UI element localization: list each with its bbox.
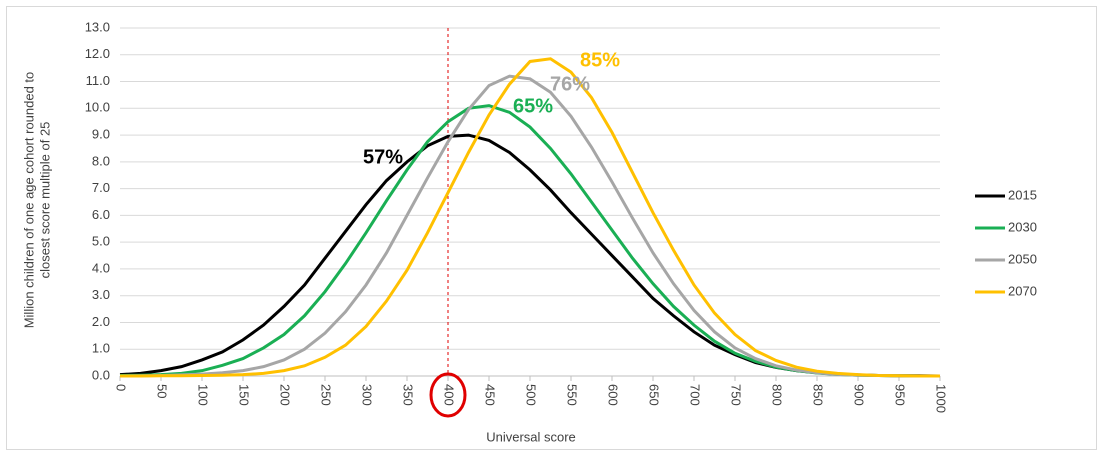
y-tick-label: 10.0: [85, 100, 110, 115]
x-tick-label: 500: [524, 384, 539, 406]
x-tick-label: 800: [770, 384, 785, 406]
x-tick-label: 0: [114, 384, 129, 391]
line-series: [120, 57, 940, 378]
x-tick-label: 50: [155, 384, 170, 398]
y-tick-label: 8.0: [92, 153, 110, 168]
y-tick-label: 0.0: [92, 367, 110, 382]
line-series: [119, 104, 940, 378]
y-tick-label: 5.0: [92, 234, 110, 249]
x-tick-label: 600: [606, 384, 621, 406]
x-tick-label: 100: [196, 384, 211, 406]
x-tick-label: 650: [647, 384, 662, 406]
legend-label: 2070: [1008, 283, 1037, 298]
y-tick-label: 2.0: [92, 314, 110, 329]
y-tick-label: 9.0: [92, 127, 110, 142]
x-tick-label: 350: [401, 384, 416, 406]
x-tick-label: 400: [442, 384, 457, 406]
chart-border: [6, 6, 1097, 450]
legend-label: 2015: [1008, 187, 1037, 202]
x-tick-label: 850: [811, 384, 826, 406]
y-tick-label: 6.0: [92, 207, 110, 222]
y-axis-label: Million children of one age cohort round…: [21, 72, 36, 329]
reference-circle: [429, 372, 467, 418]
line-series: [119, 133, 941, 378]
y-tick-label: 13.0: [85, 19, 110, 34]
x-tick-label: 950: [893, 384, 908, 406]
y-tick-label: 3.0: [92, 287, 110, 302]
y-tick-label: 12.0: [85, 46, 110, 61]
x-tick-label: 250: [319, 384, 334, 406]
annotation: 85%: [580, 49, 620, 71]
x-tick-label: 1000: [934, 384, 949, 413]
x-tick-label: 450: [483, 384, 498, 406]
y-tick-label: 7.0: [92, 180, 110, 195]
x-tick-label: 900: [852, 384, 867, 406]
x-tick-label: 200: [278, 384, 293, 406]
line-series: [119, 74, 940, 378]
y-axis-label: closest score multiple of 25: [37, 122, 52, 279]
x-tick-label: 550: [565, 384, 580, 406]
x-tick-label: 700: [688, 384, 703, 406]
legend-label: 2050: [1008, 251, 1037, 266]
annotation: 57%: [363, 146, 403, 168]
annotation: 76%: [550, 73, 590, 95]
y-tick-label: 4.0: [92, 260, 110, 275]
x-tick-label: 750: [729, 384, 744, 406]
x-axis-label: Universal score: [486, 429, 576, 444]
x-tick-label: 300: [360, 384, 375, 406]
legend-label: 2030: [1008, 219, 1037, 234]
y-tick-label: 1.0: [92, 341, 110, 356]
x-tick-label: 150: [237, 384, 252, 406]
annotation: 65%: [513, 95, 553, 117]
y-tick-label: 11.0: [86, 73, 110, 88]
